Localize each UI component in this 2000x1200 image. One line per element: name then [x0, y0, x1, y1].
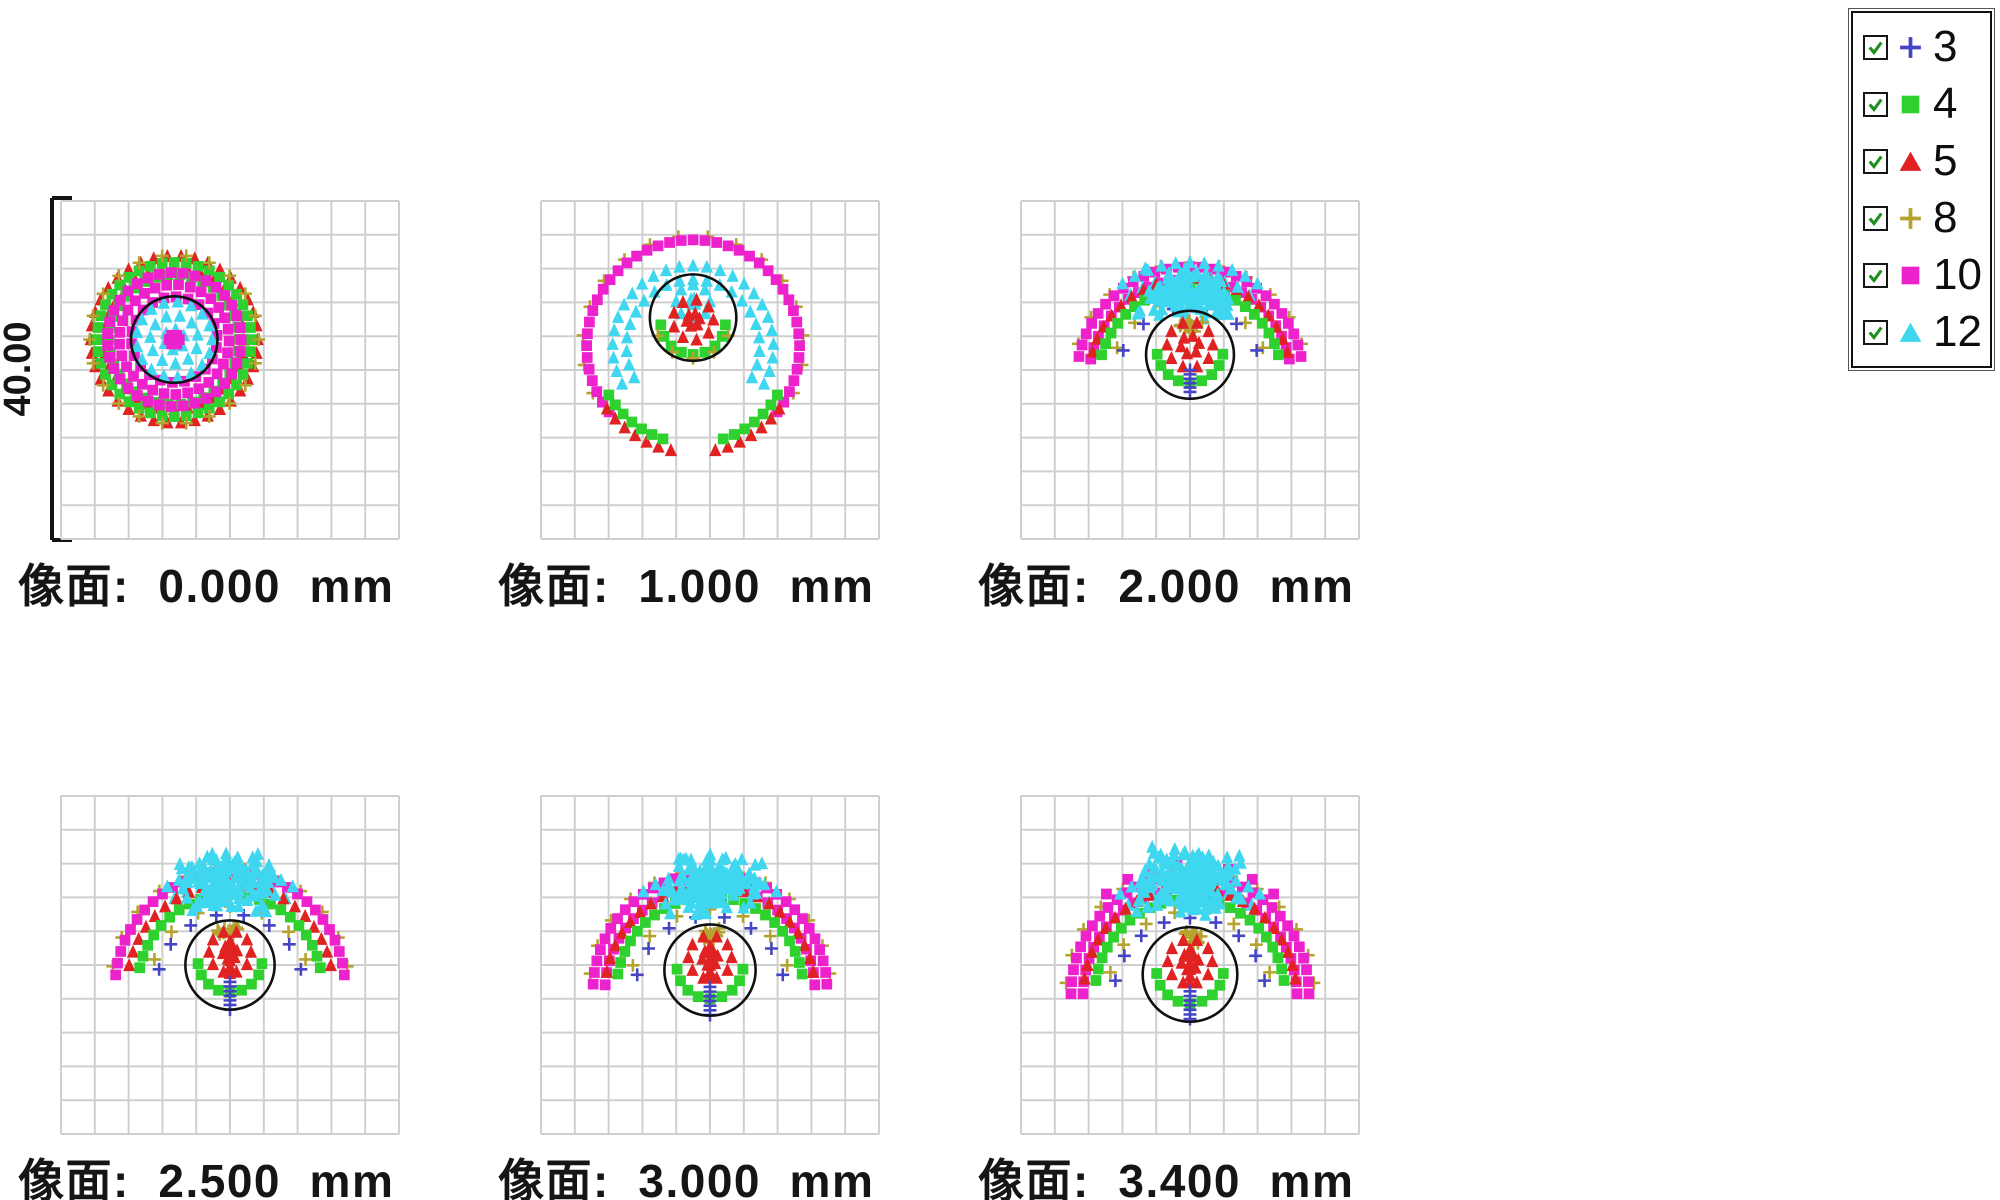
- spot-canvas: [1020, 200, 1360, 540]
- legend-item-8[interactable]: 8: [1863, 196, 1982, 240]
- legend-item-label: 12: [1933, 307, 1982, 356]
- panel-label: 像面: 3.000 mm: [498, 1155, 875, 1200]
- series-5-markers: [1183, 942, 1197, 989]
- series-5-markers: [223, 933, 237, 980]
- series-8-markers: [83, 249, 266, 430]
- legend-item-label: 10: [1933, 250, 1982, 299]
- series-4-markers: [1151, 348, 1229, 389]
- series-4-markers: [1096, 282, 1284, 361]
- panel-label: 像面: 2.500 mm: [18, 1155, 395, 1200]
- legend-item-label: 5: [1933, 136, 1958, 185]
- scale-bar-axis: [50, 196, 72, 542]
- series-5-markers: [667, 292, 720, 346]
- legend-item-4[interactable]: 4: [1863, 82, 1982, 126]
- series-3-markers: [1183, 984, 1197, 1026]
- series-5-markers: [703, 939, 717, 984]
- check-mark-icon: [1868, 269, 1883, 283]
- reference-circle: [1141, 925, 1239, 1024]
- reference-circle: [1144, 309, 1236, 401]
- legend-item-3[interactable]: 3: [1863, 25, 1982, 69]
- reference-circle: [184, 919, 276, 1011]
- series-10-markers: [587, 868, 833, 991]
- series-10-markers: [163, 329, 185, 350]
- spot-canvas: [540, 795, 880, 1135]
- series-10-markers: [102, 267, 247, 412]
- check-mark-icon: [1868, 41, 1883, 55]
- triangle-marker-icon: [1899, 322, 1922, 342]
- checkbox-icon[interactable]: [1863, 34, 1888, 60]
- series-3-markers: [1108, 911, 1272, 988]
- panel-label: 像面: 1.000 mm: [498, 560, 875, 612]
- series-3-markers: [1183, 363, 1197, 399]
- legend: 3 4 5 8 10: [1848, 8, 1995, 371]
- reference-circle: [663, 923, 757, 1017]
- spot-panel: 像面: 0.000 mm: [18, 200, 400, 620]
- spot-canvas: [1020, 795, 1360, 1135]
- series-3-markers: [152, 908, 308, 976]
- triangle-marker-icon: [1899, 151, 1922, 171]
- checkbox-icon[interactable]: [1863, 262, 1888, 288]
- check-mark-icon: [1868, 98, 1883, 112]
- series-4-markers: [612, 891, 808, 980]
- checkbox-icon[interactable]: [1863, 91, 1888, 117]
- series-4-markers: [671, 963, 749, 1005]
- plus-marker-icon: [1900, 207, 1921, 229]
- series-12-markers: [656, 847, 769, 921]
- series-12-markers: [173, 846, 282, 918]
- spot-panel: 像面: 2.500 mm: [18, 795, 400, 1200]
- spot-panel: 像面: 3.000 mm: [498, 795, 880, 1200]
- series-5-markers: [123, 876, 337, 972]
- spot-panel: 像面: 3.400 mm: [978, 795, 1360, 1200]
- panel-label: 像面: 3.400 mm: [978, 1155, 1355, 1200]
- scale-bar: 40.00: [2, 196, 72, 542]
- series-12-markers: [1130, 839, 1248, 921]
- checkbox-icon[interactable]: [1863, 148, 1888, 174]
- series-4-markers: [1151, 968, 1229, 1009]
- check-mark-icon: [1868, 212, 1883, 226]
- legend-item-label: 3: [1933, 22, 1958, 71]
- series-4-markers: [134, 889, 326, 974]
- spot-canvas: [60, 200, 400, 540]
- series-8-markers: [626, 902, 794, 972]
- reference-circle: [648, 273, 738, 363]
- checkbox-icon[interactable]: [1863, 205, 1888, 231]
- series-4-markers: [603, 389, 669, 445]
- panel-label: 像面: 0.000 mm: [18, 560, 395, 612]
- check-mark-icon: [1868, 155, 1883, 169]
- series-4-markers: [192, 958, 268, 998]
- series-4-markers: [655, 319, 731, 360]
- spot-panel: 像面: 1.000 mm: [498, 200, 880, 620]
- legend-item-label: 8: [1933, 193, 1958, 242]
- series-8-markers: [651, 329, 735, 365]
- spot-canvas: [540, 200, 880, 540]
- series-4-markers: [717, 389, 783, 445]
- checkbox-icon[interactable]: [1863, 319, 1888, 345]
- spot-panel: 像面: 2.000 mm: [978, 200, 1360, 620]
- plus-marker-icon: [1900, 36, 1921, 58]
- legend-item-label: 4: [1933, 79, 1958, 128]
- legend-item-10[interactable]: 10: [1863, 253, 1982, 297]
- series-12-markers: [1131, 260, 1244, 325]
- legend-item-12[interactable]: 12: [1863, 310, 1982, 354]
- series-10-markers: [1073, 261, 1307, 365]
- panel-label: 像面: 2.000 mm: [978, 560, 1355, 612]
- spot-canvas: [60, 795, 400, 1135]
- legend-item-5[interactable]: 5: [1863, 139, 1982, 183]
- reference-circle: [129, 295, 219, 385]
- scale-bar-label: 40.00: [2, 321, 39, 416]
- square-marker-icon: [1901, 266, 1920, 284]
- series-12-markers: [130, 294, 219, 383]
- square-marker-icon: [1901, 95, 1920, 113]
- check-mark-icon: [1868, 326, 1883, 340]
- legend-box: 3 4 5 8 10: [1851, 11, 1992, 368]
